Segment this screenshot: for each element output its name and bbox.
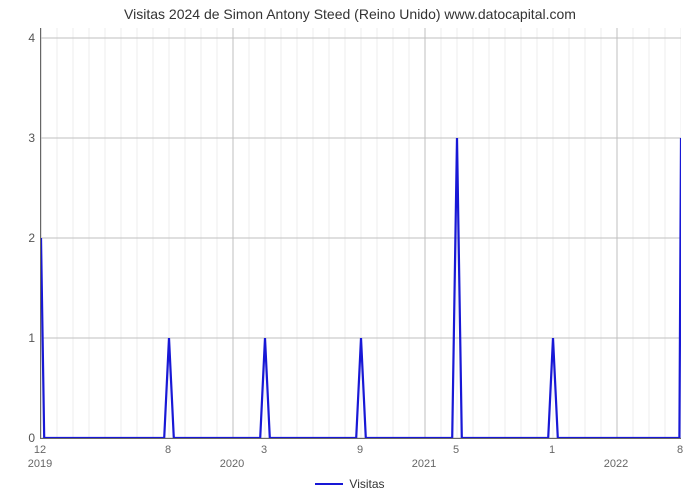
y-tick-label: 0 (5, 431, 35, 445)
legend-label: Visitas (349, 477, 384, 491)
x-year-label: 2021 (412, 458, 436, 470)
x-secondary-label: 12 (34, 444, 46, 456)
legend-swatch (315, 483, 343, 485)
x-secondary-label: 8 (677, 444, 683, 456)
legend: Visitas (0, 476, 700, 491)
x-secondary-label: 3 (261, 444, 267, 456)
plot-svg (41, 28, 681, 438)
chart-container: Visitas 2024 de Simon Antony Steed (Rein… (0, 0, 700, 500)
x-secondary-label: 8 (165, 444, 171, 456)
y-tick-label: 1 (5, 331, 35, 345)
x-year-label: 2020 (220, 458, 244, 470)
plot-area (40, 28, 681, 439)
y-tick-label: 4 (5, 31, 35, 45)
x-secondary-label: 1 (549, 444, 555, 456)
x-year-label: 2019 (28, 458, 52, 470)
x-secondary-label: 5 (453, 444, 459, 456)
x-secondary-label: 9 (357, 444, 363, 456)
chart-title: Visitas 2024 de Simon Antony Steed (Rein… (0, 6, 700, 22)
y-tick-label: 3 (5, 131, 35, 145)
y-tick-label: 2 (5, 231, 35, 245)
x-year-label: 2022 (604, 458, 628, 470)
